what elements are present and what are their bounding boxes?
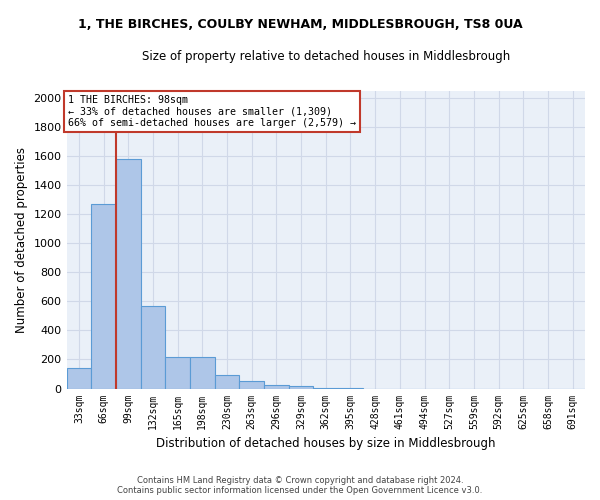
X-axis label: Distribution of detached houses by size in Middlesbrough: Distribution of detached houses by size …: [156, 437, 496, 450]
Bar: [116, 159, 140, 388]
Text: 1, THE BIRCHES, COULBY NEWHAM, MIDDLESBROUGH, TS8 0UA: 1, THE BIRCHES, COULBY NEWHAM, MIDDLESBR…: [77, 18, 523, 30]
Bar: [289, 386, 313, 388]
Bar: [264, 385, 289, 388]
Bar: [165, 356, 190, 388]
Bar: [239, 382, 264, 388]
Text: 1 THE BIRCHES: 98sqm
← 33% of detached houses are smaller (1,309)
66% of semi-de: 1 THE BIRCHES: 98sqm ← 33% of detached h…: [68, 95, 356, 128]
Bar: [215, 374, 239, 388]
Y-axis label: Number of detached properties: Number of detached properties: [15, 146, 28, 332]
Text: Contains HM Land Registry data © Crown copyright and database right 2024.
Contai: Contains HM Land Registry data © Crown c…: [118, 476, 482, 495]
Bar: [190, 356, 215, 388]
Title: Size of property relative to detached houses in Middlesbrough: Size of property relative to detached ho…: [142, 50, 510, 63]
Bar: [140, 306, 165, 388]
Bar: [91, 204, 116, 388]
Bar: [67, 368, 91, 388]
